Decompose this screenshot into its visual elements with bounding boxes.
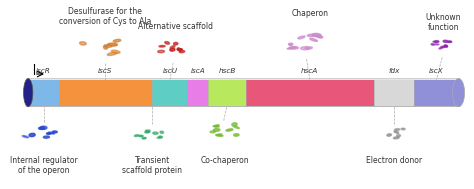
Ellipse shape xyxy=(165,42,170,44)
Ellipse shape xyxy=(394,129,400,131)
Ellipse shape xyxy=(217,134,222,136)
Ellipse shape xyxy=(52,131,57,133)
Ellipse shape xyxy=(46,133,51,134)
Text: iscR: iscR xyxy=(36,68,51,74)
Ellipse shape xyxy=(179,51,185,53)
Ellipse shape xyxy=(213,129,220,131)
Ellipse shape xyxy=(312,33,321,37)
Text: Desulfurase for the
conversion of Cys to Ala: Desulfurase for the conversion of Cys to… xyxy=(59,7,152,26)
Ellipse shape xyxy=(401,128,405,130)
Text: iscS: iscS xyxy=(98,68,112,74)
Ellipse shape xyxy=(443,40,448,42)
Text: hscA: hscA xyxy=(301,68,319,74)
Ellipse shape xyxy=(139,135,143,137)
Ellipse shape xyxy=(179,49,182,51)
Ellipse shape xyxy=(290,46,299,49)
Ellipse shape xyxy=(147,130,150,132)
Bar xyxy=(59,80,152,106)
Ellipse shape xyxy=(170,46,175,48)
Ellipse shape xyxy=(301,47,310,50)
Ellipse shape xyxy=(397,135,401,137)
Ellipse shape xyxy=(434,44,439,45)
Ellipse shape xyxy=(307,34,316,37)
Ellipse shape xyxy=(441,46,445,48)
Bar xyxy=(28,80,59,106)
Ellipse shape xyxy=(177,48,181,51)
Ellipse shape xyxy=(113,39,121,42)
Ellipse shape xyxy=(444,45,447,47)
Ellipse shape xyxy=(434,41,439,43)
Text: iscX: iscX xyxy=(429,68,444,74)
Bar xyxy=(208,80,246,106)
Ellipse shape xyxy=(177,49,182,50)
Ellipse shape xyxy=(289,43,293,45)
Ellipse shape xyxy=(80,42,86,45)
Text: Electron donor: Electron donor xyxy=(366,156,422,165)
Bar xyxy=(246,80,374,106)
Bar xyxy=(414,80,458,106)
Ellipse shape xyxy=(38,127,45,129)
Ellipse shape xyxy=(48,132,55,134)
Text: Chaperon: Chaperon xyxy=(292,9,328,18)
Ellipse shape xyxy=(158,50,164,53)
Ellipse shape xyxy=(153,132,158,134)
Text: Transient
scaffold protein: Transient scaffold protein xyxy=(122,156,182,175)
Ellipse shape xyxy=(146,130,149,132)
Ellipse shape xyxy=(22,136,28,138)
Ellipse shape xyxy=(111,50,120,53)
Ellipse shape xyxy=(210,131,215,133)
Ellipse shape xyxy=(173,42,178,45)
Ellipse shape xyxy=(108,43,118,46)
Ellipse shape xyxy=(447,41,452,43)
Ellipse shape xyxy=(214,125,219,127)
Ellipse shape xyxy=(170,48,175,51)
Ellipse shape xyxy=(439,47,443,49)
Ellipse shape xyxy=(145,131,150,133)
Ellipse shape xyxy=(213,126,219,127)
Ellipse shape xyxy=(317,35,323,38)
Ellipse shape xyxy=(134,135,139,136)
Ellipse shape xyxy=(103,45,108,49)
Ellipse shape xyxy=(107,52,117,55)
Ellipse shape xyxy=(234,134,239,136)
Ellipse shape xyxy=(29,133,35,137)
Ellipse shape xyxy=(453,79,465,107)
Ellipse shape xyxy=(226,129,233,131)
Ellipse shape xyxy=(232,123,237,126)
Ellipse shape xyxy=(43,136,49,138)
Ellipse shape xyxy=(433,41,438,42)
Text: iscU: iscU xyxy=(163,68,177,74)
Ellipse shape xyxy=(444,45,447,47)
Bar xyxy=(374,80,414,106)
Ellipse shape xyxy=(387,134,392,136)
Ellipse shape xyxy=(298,36,305,39)
Ellipse shape xyxy=(160,131,164,133)
Ellipse shape xyxy=(431,44,434,45)
Ellipse shape xyxy=(104,45,112,47)
Ellipse shape xyxy=(394,131,399,133)
Ellipse shape xyxy=(310,38,318,41)
Ellipse shape xyxy=(216,134,223,136)
Ellipse shape xyxy=(159,136,163,138)
Ellipse shape xyxy=(142,137,146,139)
Text: Alternative scaffold: Alternative scaffold xyxy=(138,22,213,31)
Ellipse shape xyxy=(159,46,165,47)
Ellipse shape xyxy=(234,126,239,129)
Text: iscA: iscA xyxy=(191,68,205,74)
Bar xyxy=(152,80,187,106)
Ellipse shape xyxy=(393,137,399,139)
Text: Unknown
function: Unknown function xyxy=(426,12,461,32)
Ellipse shape xyxy=(287,47,296,49)
Ellipse shape xyxy=(40,126,47,129)
Text: Co-chaperon: Co-chaperon xyxy=(201,156,249,165)
Ellipse shape xyxy=(305,47,312,49)
Text: hscB: hscB xyxy=(219,68,236,74)
Text: fdx: fdx xyxy=(389,68,400,74)
Text: Internal regulator
of the operon: Internal regulator of the operon xyxy=(10,156,77,175)
Ellipse shape xyxy=(157,137,161,138)
Ellipse shape xyxy=(24,79,33,107)
Bar xyxy=(187,80,208,106)
